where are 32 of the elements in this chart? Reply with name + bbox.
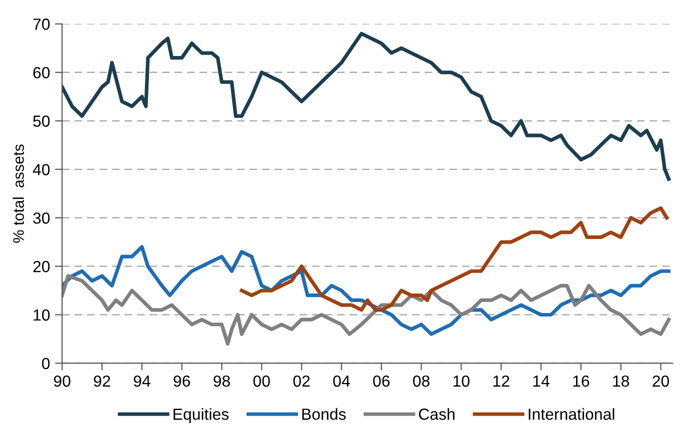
y-tick-label: 60 <box>33 67 50 78</box>
line-series <box>240 206 669 312</box>
y-tick-label: 40 <box>32 164 50 176</box>
line-series <box>62 32 671 181</box>
x-tick-label: 08 <box>413 375 430 387</box>
x-tick-label: 98 <box>214 375 230 387</box>
legend-label: Equities <box>174 408 229 424</box>
y-tick-label: 70 <box>33 18 50 30</box>
legend-label: International <box>528 408 614 420</box>
legend-label: Bonds <box>302 408 346 420</box>
x-tick-label: 96 <box>174 375 190 387</box>
x-tick-label: 92 <box>94 375 110 387</box>
y-tick-label: 50 <box>33 116 50 127</box>
x-tick-label: 10 <box>454 375 470 387</box>
x-tick-label: 00 <box>253 375 270 387</box>
x-tick-label: 20 <box>652 375 670 387</box>
x-tick-label: 12 <box>493 375 510 387</box>
y-tick-label: 10 <box>34 309 50 321</box>
x-tick-label: 90 <box>54 375 70 387</box>
x-tick-label: 02 <box>293 375 310 387</box>
x-tick-label: 06 <box>373 375 390 387</box>
legend-label: Cash <box>418 408 454 420</box>
x-tick-label: 04 <box>333 375 350 387</box>
line-series <box>62 274 671 346</box>
y-tick-label: 20 <box>33 260 50 272</box>
y-tick-label: 0 <box>42 358 50 370</box>
x-tick-label: 18 <box>613 375 630 387</box>
x-tick-label: 14 <box>533 376 550 387</box>
y-axis-title: % total assets <box>12 144 24 243</box>
y-tick-label: 30 <box>33 212 50 224</box>
x-tick-label: 94 <box>134 375 150 387</box>
x-tick-label: 16 <box>573 375 590 387</box>
